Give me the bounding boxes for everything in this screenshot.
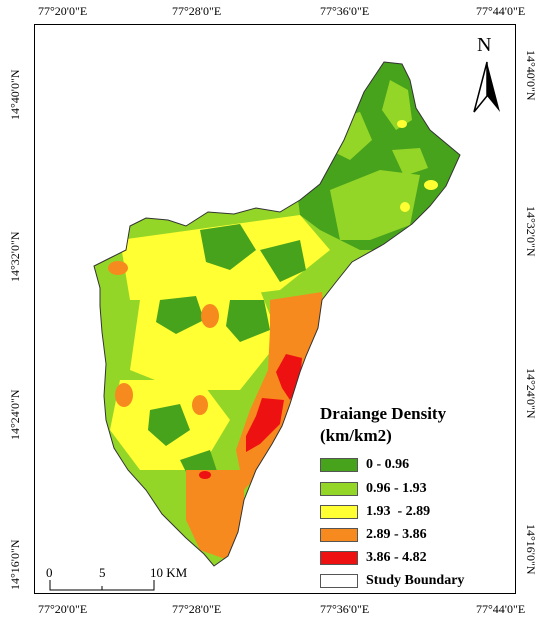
- legend-label: 3.86 - 4.82: [366, 550, 427, 565]
- north-label: N: [477, 34, 492, 56]
- legend-swatch: [320, 551, 358, 565]
- zone-class-5: [246, 398, 284, 452]
- bottom-coord-label: 77°20'0"E: [38, 602, 88, 616]
- legend-swatch: [320, 505, 358, 519]
- bottom-coord-label: 77°44'0"E: [476, 602, 526, 616]
- scale-bar: [49, 580, 155, 591]
- legend-item: 1.93 - 2.89: [320, 504, 430, 520]
- zone-class-1: [148, 404, 190, 446]
- scale-label: 10 KM: [150, 565, 188, 580]
- legend-units: (km/km2): [320, 426, 392, 445]
- study-boundary: [93, 61, 461, 567]
- legend-item: Study Boundary: [320, 573, 464, 589]
- legend-title: Draiange Density: [320, 404, 447, 423]
- top-coord-label: 77°36'0"E: [320, 4, 370, 18]
- legend-item: 0 - 0.96: [320, 457, 409, 473]
- scale-label: 5: [99, 565, 106, 580]
- zone-class-4: [108, 261, 128, 275]
- top-coord-label: 77°28'0"E: [172, 4, 222, 18]
- zone-class-1: [226, 300, 270, 342]
- zone-class-3: [424, 180, 438, 190]
- legend-label: Study Boundary: [366, 573, 465, 588]
- legend-item: 3.86 - 4.82: [320, 550, 427, 566]
- scale-label: 0: [46, 565, 53, 580]
- zone-class-2: [330, 170, 420, 240]
- legend-swatch: [320, 458, 358, 472]
- bottom-coord-label: 77°28'0"E: [172, 602, 222, 616]
- zone-class-1: [260, 240, 306, 282]
- zone-class-3: [400, 202, 410, 212]
- legend-label: 0.96 - 1.93: [366, 481, 427, 496]
- density-zones: [94, 62, 460, 566]
- zone-class-4: [201, 304, 219, 328]
- zone-class-2: [382, 80, 412, 130]
- zone-class-3: [397, 120, 407, 128]
- legend-swatch: [320, 482, 358, 496]
- zone-class-5: [199, 471, 211, 479]
- legend-label: 2.89 - 3.86: [366, 527, 427, 542]
- zone-class-4: [186, 470, 244, 560]
- bottom-coord-label: 77°36'0"E: [320, 602, 370, 616]
- top-coord-label: 77°20'0"E: [38, 4, 88, 18]
- north-arrow-icon: [473, 61, 500, 113]
- zone-class-1: [200, 224, 256, 270]
- map-frame: [34, 24, 516, 594]
- zone-class-4: [115, 383, 133, 407]
- top-coord-label: 77°44'0"E: [476, 4, 526, 18]
- zone-class-2: [392, 148, 428, 176]
- legend-swatch: [320, 528, 358, 542]
- zone-class-1: [156, 296, 204, 334]
- legend-label: 0 - 0.96: [366, 457, 410, 472]
- legend-swatch: [320, 574, 358, 588]
- legend: Draiange Density (km/km2) 0 - 0.96 0.96 …: [320, 403, 464, 588]
- legend-item: 2.89 - 3.86: [320, 527, 427, 543]
- legend-item: 0.96 - 1.93: [320, 481, 427, 497]
- legend-label: 1.93 - 2.89: [366, 504, 431, 519]
- zone-class-4: [192, 395, 208, 415]
